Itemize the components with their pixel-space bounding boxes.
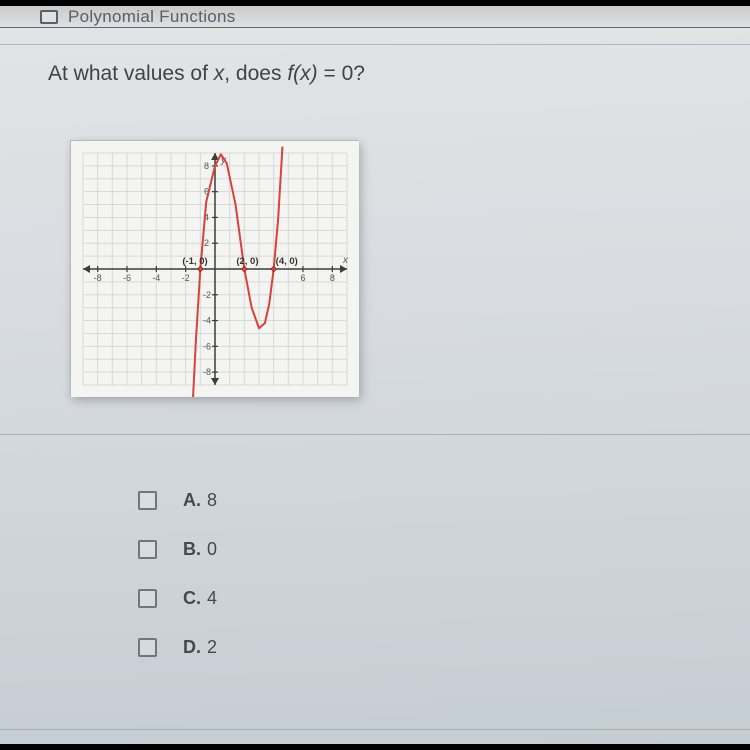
bottom-divider (0, 729, 750, 730)
option-c[interactable]: C.4 (138, 588, 217, 609)
svg-text:-4: -4 (152, 273, 160, 283)
svg-text:(-1, 0): (-1, 0) (182, 256, 207, 267)
svg-text:(2, 0): (2, 0) (236, 256, 258, 267)
svg-text:-4: -4 (203, 316, 211, 326)
topbar-fragment: Polynomial Functions (0, 6, 750, 28)
svg-text:6: 6 (300, 273, 305, 283)
section-divider (0, 434, 750, 435)
option-d[interactable]: D.2 (138, 637, 217, 658)
svg-text:2: 2 (204, 238, 209, 248)
quiz-title-cut: Polynomial Functions (68, 7, 236, 27)
svg-text:-2: -2 (203, 290, 211, 300)
function-graph: -8-6-4-2688642-2-4-6-8xy(-1, 0)(2, 0)(4,… (71, 141, 359, 397)
graph-card: -8-6-4-2688642-2-4-6-8xy(-1, 0)(2, 0)(4,… (70, 140, 358, 396)
checkbox-icon[interactable] (138, 491, 157, 510)
svg-text:-8: -8 (203, 367, 211, 377)
svg-text:x: x (342, 255, 349, 266)
option-a[interactable]: A.8 (138, 490, 217, 511)
option-b[interactable]: B.0 (138, 539, 217, 560)
svg-text:-6: -6 (203, 341, 211, 351)
checkbox-icon[interactable] (138, 589, 157, 608)
checkbox-icon[interactable] (138, 540, 157, 559)
svg-text:-6: -6 (123, 273, 131, 283)
svg-text:(4, 0): (4, 0) (276, 256, 298, 267)
checkbox-icon[interactable] (138, 638, 157, 657)
svg-text:8: 8 (330, 273, 335, 283)
divider (0, 44, 750, 45)
svg-text:8: 8 (204, 161, 209, 171)
svg-text:-8: -8 (94, 273, 102, 283)
answer-list: A.8 B.0 C.4 D.2 (138, 490, 217, 686)
topbar-checkbox (40, 10, 58, 24)
question-text: At what values of x, does f(x) = 0? (48, 62, 365, 86)
svg-text:-2: -2 (182, 273, 190, 283)
